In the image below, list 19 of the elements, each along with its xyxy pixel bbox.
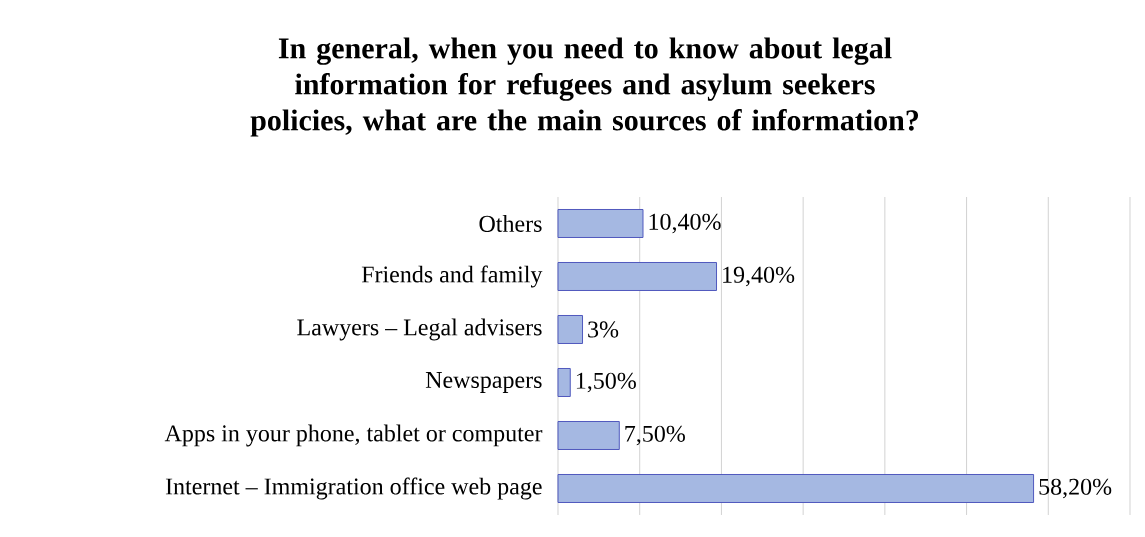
bar	[557, 261, 718, 291]
data-label: 19,40%	[723, 266, 795, 287]
y-tick-label: Friends and family	[361, 265, 543, 288]
data-label: 1,50%	[576, 372, 636, 393]
bar	[557, 314, 584, 344]
y-tick-label: Newspapers	[425, 372, 542, 393]
data-label: 58,20%	[1039, 478, 1112, 499]
y-tick-label: Internet – Immigration office web page	[165, 477, 542, 500]
y-tick-label: Lawyers – Legal advisers	[297, 318, 542, 341]
bar	[557, 420, 620, 450]
data-label: 3%	[588, 321, 619, 338]
chart-title: In general, when you need to know about legal information for refugees and asylum seekers policies, what are the main sources of information?	[250, 37, 919, 137]
data-label: 10,40%	[649, 213, 721, 234]
data-label: 7,50%	[625, 425, 685, 446]
bar	[557, 473, 1035, 503]
y-tick-label: Apps in your phone, tablet or computer	[164, 424, 543, 447]
bar	[557, 367, 571, 397]
bar	[557, 208, 644, 238]
y-tick-label: Others	[479, 215, 542, 232]
